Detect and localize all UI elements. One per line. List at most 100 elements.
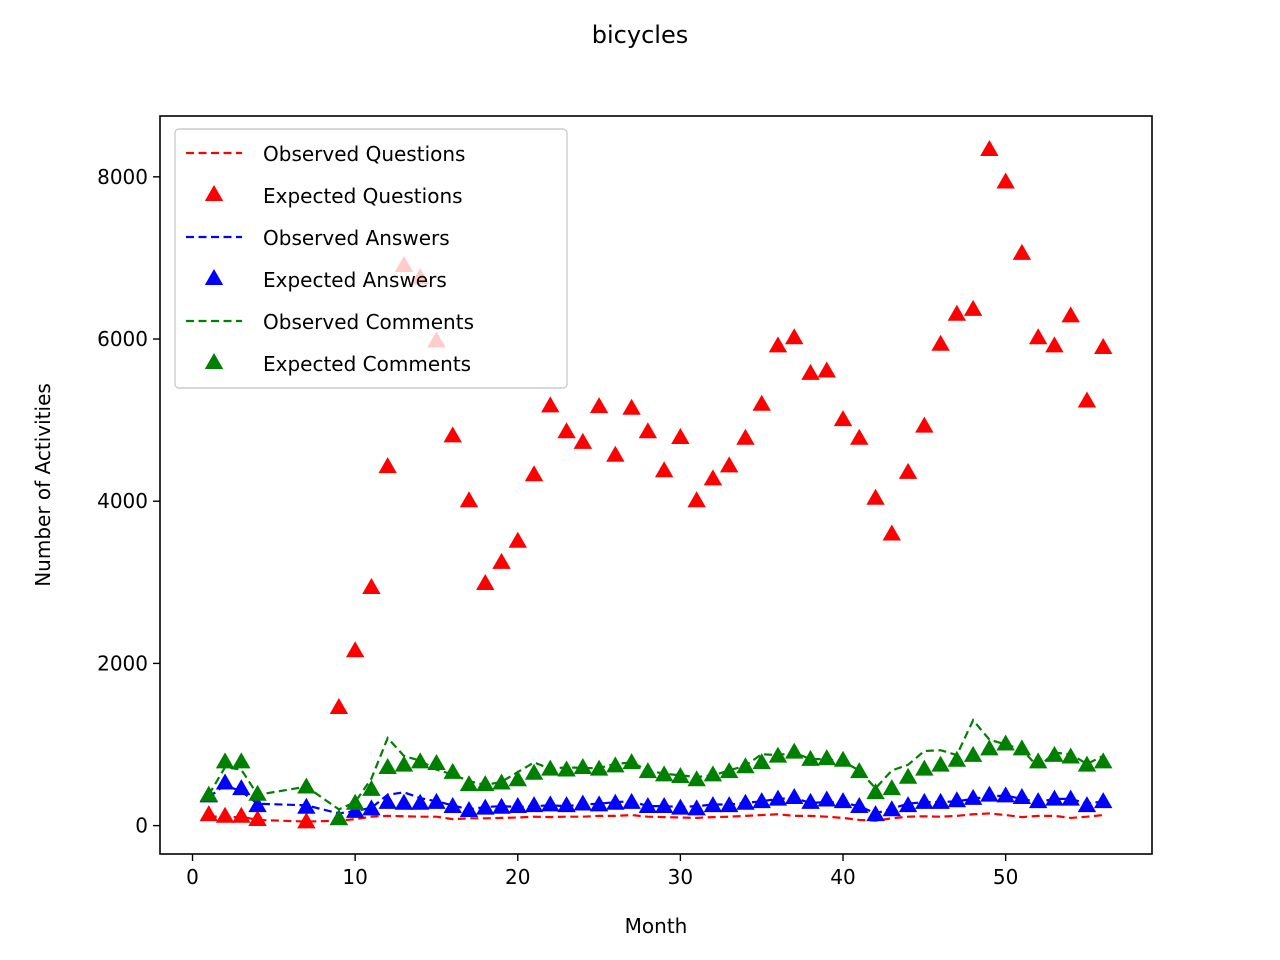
axes-frame (159, 115, 1153, 855)
legend-label: Expected Answers (263, 268, 447, 292)
data-point-expected-comments (541, 759, 560, 776)
data-point-expected-answers (492, 797, 511, 814)
data-point-expected-answers (508, 796, 527, 813)
data-point-expected-answers (215, 773, 235, 790)
data-point-expected-comments (427, 753, 446, 770)
data-point-expected-questions (362, 577, 381, 594)
data-point-expected-questions (606, 445, 625, 462)
data-point-expected-questions (232, 806, 251, 823)
legend-item-observed-questions: Observed Questions (186, 142, 465, 166)
data-point-expected-questions (850, 428, 869, 445)
x-axis-label: Month (625, 914, 688, 938)
data-point-expected-comments (752, 753, 771, 770)
legend-label: Observed Answers (263, 226, 450, 250)
data-point-expected-answers (898, 796, 918, 813)
data-point-expected-answers (947, 791, 967, 808)
axis-ticks: 0 10 20 30 40 50 0 2000 4000 6000 8000 (97, 165, 1018, 889)
data-point-expected-questions (622, 398, 641, 415)
data-point-expected-comments (671, 766, 690, 783)
data-point-expected-comments (378, 758, 397, 775)
data-point-expected-answers (476, 798, 495, 815)
data-point-expected-comments (215, 752, 235, 769)
series-expected-answers (199, 773, 1113, 826)
data-point-expected-comments (736, 757, 755, 774)
data-point-expected-questions (541, 396, 560, 413)
data-point-expected-questions (980, 140, 999, 157)
data-point-expected-comments (866, 783, 885, 800)
data-point-expected-comments (654, 765, 674, 782)
chart-title: bicycles (592, 21, 688, 49)
data-point-expected-questions (589, 397, 609, 414)
data-point-expected-questions (687, 491, 706, 508)
data-point-expected-comments (687, 770, 706, 787)
plot-area (199, 140, 1113, 829)
data-point-expected-comments (508, 770, 527, 787)
data-point-expected-comments (589, 759, 609, 776)
data-point-expected-answers (557, 796, 576, 813)
x-tick-label: 20 (505, 865, 530, 889)
data-point-expected-answers (589, 795, 609, 812)
legend-swatch-marker (204, 185, 224, 201)
data-point-expected-questions (866, 488, 885, 505)
data-point-expected-questions (947, 304, 967, 321)
legend-label: Expected Questions (263, 184, 463, 208)
data-point-expected-questions (508, 531, 527, 548)
data-point-expected-answers (232, 779, 251, 796)
legend-items: Observed Questions Expected Questions Obse… (186, 142, 474, 376)
data-point-expected-comments (394, 755, 414, 772)
data-point-expected-questions (524, 465, 544, 482)
x-tick-label: 50 (993, 865, 1018, 889)
data-point-expected-comments (459, 775, 479, 792)
data-point-expected-questions (801, 363, 820, 380)
data-point-expected-answers (850, 796, 869, 813)
legend-label: Observed Comments (263, 310, 474, 334)
data-point-expected-comments (963, 745, 983, 762)
y-tick-label: 6000 (97, 327, 148, 351)
data-point-expected-answers (980, 785, 999, 802)
data-point-expected-questions (654, 461, 674, 478)
data-point-expected-answers (345, 801, 365, 818)
legend-item-expected-questions: Expected Questions (204, 184, 463, 208)
series-line-observed-questions (208, 812, 1104, 823)
data-point-expected-questions (1077, 391, 1097, 408)
y-tick-label: 2000 (97, 651, 148, 675)
legend-swatch-marker (204, 353, 224, 369)
data-point-expected-answers (394, 793, 414, 810)
data-point-expected-questions (1061, 306, 1080, 323)
data-point-expected-questions (703, 469, 723, 486)
data-point-expected-questions (671, 427, 690, 444)
data-point-expected-questions (443, 426, 462, 443)
data-point-expected-comments (785, 742, 804, 759)
data-point-expected-questions (329, 698, 349, 715)
data-point-expected-comments (345, 793, 365, 810)
data-point-expected-comments (719, 762, 739, 779)
data-point-expected-comments (443, 762, 462, 779)
data-point-expected-answers (443, 796, 462, 813)
data-point-expected-questions (557, 422, 576, 439)
data-point-expected-questions (915, 416, 934, 433)
data-point-expected-answers (459, 801, 479, 818)
data-point-expected-answers (378, 792, 397, 809)
data-point-expected-comments (492, 773, 511, 790)
data-point-expected-questions (898, 462, 918, 479)
data-point-expected-questions (492, 552, 511, 569)
data-point-expected-comments (947, 750, 967, 767)
data-point-expected-comments (329, 809, 349, 826)
data-point-expected-questions (1094, 337, 1113, 354)
data-point-expected-answers (915, 792, 934, 809)
data-point-expected-comments (297, 777, 316, 794)
y-tick-label: 8000 (97, 165, 148, 189)
data-point-expected-questions (345, 641, 365, 658)
series-observed-questions (208, 812, 1104, 823)
data-point-expected-comments (1045, 745, 1064, 762)
data-point-expected-answers (410, 793, 430, 810)
data-point-expected-answers (622, 792, 641, 809)
data-point-expected-answers (996, 786, 1015, 803)
data-point-expected-questions (1028, 328, 1048, 345)
data-point-expected-comments (557, 760, 576, 777)
data-point-expected-answers (248, 796, 267, 813)
x-tick-label: 0 (186, 865, 199, 889)
data-point-expected-questions (215, 806, 235, 823)
data-point-expected-answers (541, 795, 560, 812)
data-point-expected-questions (719, 456, 739, 473)
